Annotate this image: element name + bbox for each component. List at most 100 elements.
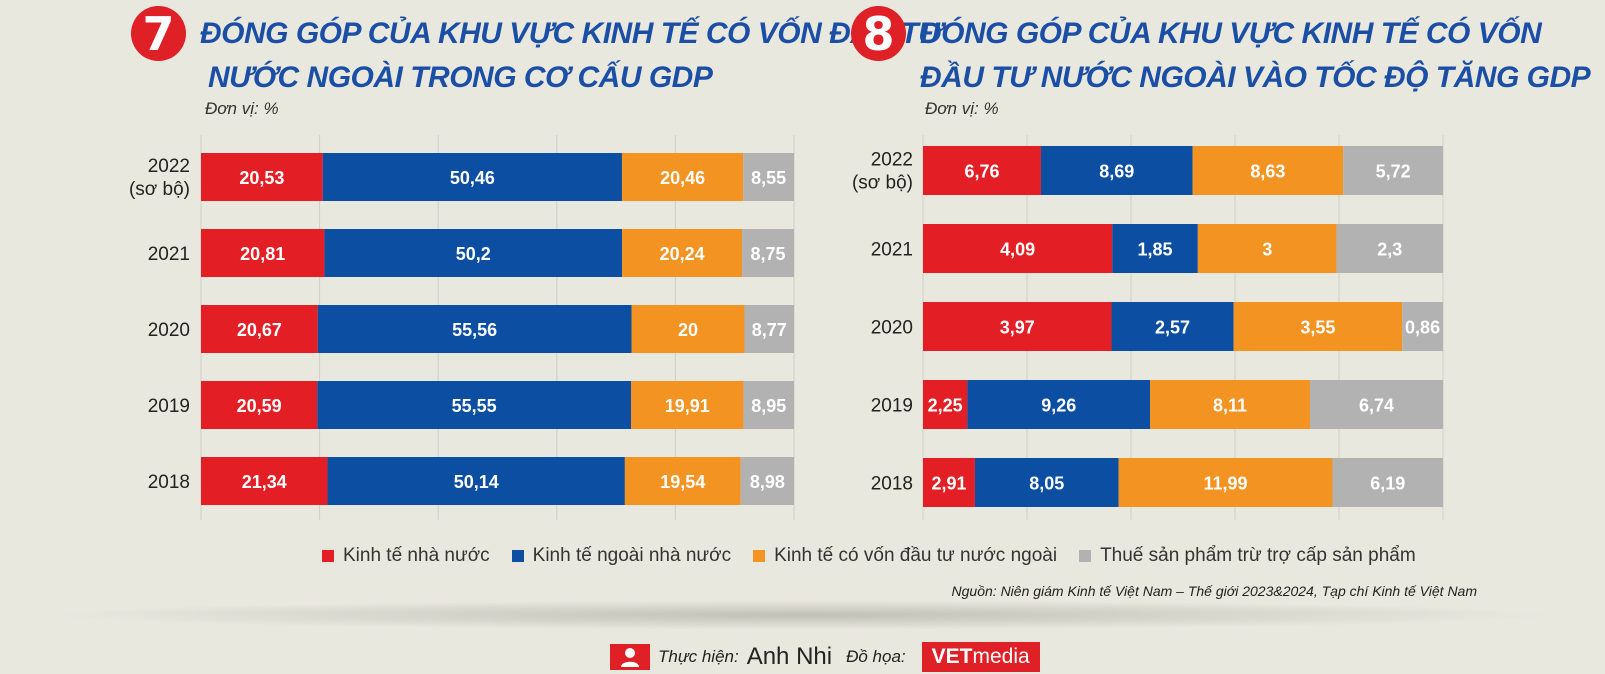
- divider-shadow: [40, 600, 1565, 630]
- data-label: 5,72: [1376, 162, 1411, 182]
- vetmedia-logo: VET media: [921, 642, 1040, 672]
- data-label: 3: [1262, 240, 1272, 260]
- chart-number: 7: [142, 6, 175, 61]
- data-label: 2,57: [1155, 318, 1190, 338]
- category-label: 2018: [871, 474, 913, 495]
- data-label: 50,46: [450, 168, 495, 188]
- bar-segment: [923, 458, 975, 507]
- unit-label: Đơn vị: %: [925, 99, 999, 118]
- data-label: 20,81: [240, 244, 285, 264]
- data-label: 8,55: [751, 168, 786, 188]
- source-note: Nguồn: Niên giám Kinh tế Việt Nam – Thế …: [951, 583, 1477, 599]
- bar-segment: [1118, 458, 1333, 507]
- author-icon: [610, 644, 650, 670]
- bar-segment: [201, 229, 325, 277]
- author-name: Anh Nhi: [746, 643, 833, 670]
- bar-segment: [923, 302, 1112, 351]
- legend-swatch: [322, 550, 334, 562]
- chart-title-line: ĐÓNG GÓP CỦA KHU VỰC KINH TẾ CÓ VỐN ĐẦU …: [200, 17, 942, 50]
- bar-segment: [967, 380, 1151, 429]
- chart-number: 8: [862, 6, 895, 61]
- bar-segment: [1040, 146, 1193, 195]
- category-label: (sơ bộ): [852, 173, 913, 194]
- data-label: 20,24: [660, 244, 705, 264]
- credits: Thực hiện: Anh Nhi Đồ họa: VET media: [610, 640, 1040, 674]
- bar-segment: [1233, 302, 1403, 351]
- data-label: 55,55: [452, 396, 497, 416]
- data-label: 20,46: [660, 168, 705, 188]
- legend-swatch: [753, 550, 766, 562]
- legend-label: Thuế sản phẩm trừ trợ cấp sản phẩm: [1100, 545, 1416, 566]
- stacked-bar-chart-gdp-growth: 6,76 8,69 8,63 5,72 2022(sơ bộ) 4,09 1,85 3 2,3 2…: [852, 135, 1444, 520]
- bar-segment: [742, 229, 794, 277]
- category-label: 2020: [871, 318, 913, 339]
- bar-segment: [1197, 224, 1337, 273]
- data-label: 8,77: [752, 320, 787, 340]
- legend-swatch: [511, 550, 524, 562]
- bar-segment: [1111, 302, 1234, 351]
- data-label: 6,76: [964, 162, 999, 182]
- legend-label: Kinh tế có vốn đầu tư nước ngoài: [774, 545, 1058, 566]
- bar-segment: [923, 380, 968, 429]
- chart-title-line: NƯỚC NGOÀI TRONG CƠ CẤU GDP: [208, 61, 713, 94]
- bar-segment: [1336, 224, 1443, 273]
- data-label: 50,14: [454, 472, 499, 492]
- legend-item: Thuế sản phẩm trừ trợ cấp sản phẩm: [1079, 545, 1416, 567]
- data-label: 21,34: [242, 472, 287, 492]
- data-label: 20,67: [237, 320, 282, 340]
- bar-segment: [622, 229, 743, 277]
- data-label: 8,75: [751, 244, 786, 264]
- data-label: 2,25: [928, 396, 963, 416]
- bar-segment: [923, 146, 1041, 195]
- chart-number-badge: 8: [851, 6, 906, 61]
- data-label: 19,54: [660, 472, 705, 492]
- bar-segment: [744, 305, 794, 353]
- data-label: 3,55: [1300, 318, 1335, 338]
- data-label: 9,26: [1041, 396, 1076, 416]
- bar-segment: [201, 305, 318, 353]
- data-label: 8,05: [1029, 474, 1064, 494]
- bar-segment: [1332, 458, 1443, 507]
- bar-segment: [1402, 302, 1443, 351]
- data-label: 3,97: [1000, 318, 1035, 338]
- legend-item: Kinh tế ngoài nhà nước: [511, 545, 732, 567]
- bar-segment: [923, 224, 1113, 273]
- data-label: 20,59: [237, 396, 282, 416]
- bar-segment: [631, 381, 744, 429]
- category-label: 2022: [148, 156, 190, 177]
- category-label: 2021: [871, 240, 913, 261]
- category-label: 2020: [148, 320, 190, 341]
- category-label: 2022: [871, 150, 913, 171]
- data-label: 20,53: [239, 168, 284, 188]
- legend-swatch: [1079, 550, 1092, 562]
- legend-item: Kinh tế nhà nước: [322, 545, 490, 567]
- bar-segment: [201, 381, 318, 429]
- chart-number-badge: 7: [131, 6, 186, 61]
- category-label: (sơ bộ): [129, 179, 190, 200]
- chart-title: ĐÓNG GÓP CỦA KHU VỰC KINH TẾ CÓ VỐN ĐẦU …: [200, 12, 942, 100]
- logo-bold: VET: [931, 645, 973, 668]
- data-label: 2,3: [1377, 240, 1402, 260]
- category-label: 2019: [871, 396, 913, 417]
- bar-segment: [317, 305, 632, 353]
- legend-label: Kinh tế ngoài nhà nước: [532, 545, 732, 566]
- bar-segment: [1112, 224, 1198, 273]
- data-label: 8,98: [750, 472, 785, 492]
- data-label: 19,91: [665, 396, 710, 416]
- data-label: 4,09: [1000, 240, 1035, 260]
- category-label: 2018: [148, 472, 190, 493]
- category-label: 2021: [148, 244, 190, 265]
- logo-rest: media: [972, 645, 1030, 668]
- unit-label: Đơn vị: %: [205, 99, 279, 118]
- legend-label: Kinh tế nhà nước: [343, 545, 490, 566]
- data-label: 8,69: [1099, 162, 1134, 182]
- bar-segment: [974, 458, 1119, 507]
- data-label: 6,74: [1359, 396, 1394, 416]
- data-label: 8,63: [1250, 162, 1285, 182]
- bar-segment: [201, 153, 323, 201]
- bar-segment: [324, 229, 623, 277]
- chart-title-line: ĐÓNG GÓP CỦA KHU VỰC KINH TẾ CÓ VỐN: [920, 17, 1542, 50]
- bar-segment: [743, 381, 794, 429]
- bar-segment: [1192, 146, 1344, 195]
- data-label: 55,56: [452, 320, 497, 340]
